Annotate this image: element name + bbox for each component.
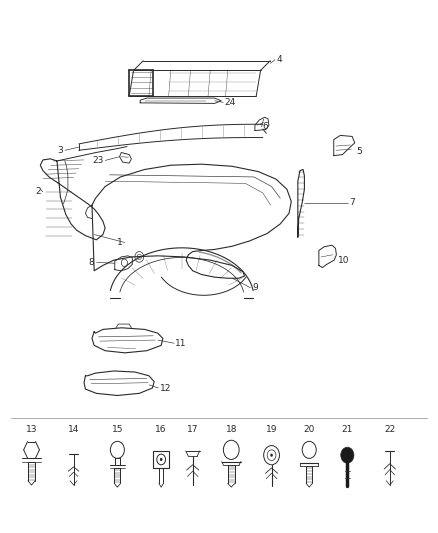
Text: 4: 4 bbox=[277, 55, 283, 64]
Text: 5: 5 bbox=[357, 147, 362, 156]
Circle shape bbox=[270, 454, 273, 457]
Bar bbox=[153, 451, 169, 468]
Text: 14: 14 bbox=[68, 425, 79, 434]
Text: 1: 1 bbox=[117, 238, 123, 247]
Text: 22: 22 bbox=[384, 425, 396, 434]
Text: 21: 21 bbox=[342, 425, 353, 434]
Text: 20: 20 bbox=[304, 425, 315, 434]
Circle shape bbox=[341, 447, 354, 463]
Text: 12: 12 bbox=[160, 384, 171, 392]
Text: 24: 24 bbox=[225, 98, 236, 107]
Text: 15: 15 bbox=[112, 425, 123, 434]
Text: 6: 6 bbox=[263, 123, 268, 131]
Text: 7: 7 bbox=[350, 198, 355, 207]
Circle shape bbox=[160, 458, 162, 461]
Text: 13: 13 bbox=[26, 425, 37, 434]
Text: 10: 10 bbox=[338, 256, 350, 264]
Text: 16: 16 bbox=[155, 425, 167, 434]
Text: 8: 8 bbox=[88, 258, 94, 266]
Text: 19: 19 bbox=[266, 425, 277, 434]
Text: 3: 3 bbox=[57, 146, 63, 155]
Text: 18: 18 bbox=[226, 425, 237, 434]
Text: 2: 2 bbox=[35, 188, 41, 196]
Text: 11: 11 bbox=[175, 339, 187, 348]
Text: 17: 17 bbox=[187, 425, 198, 434]
Text: 9: 9 bbox=[252, 284, 258, 292]
Text: 23: 23 bbox=[92, 156, 103, 165]
